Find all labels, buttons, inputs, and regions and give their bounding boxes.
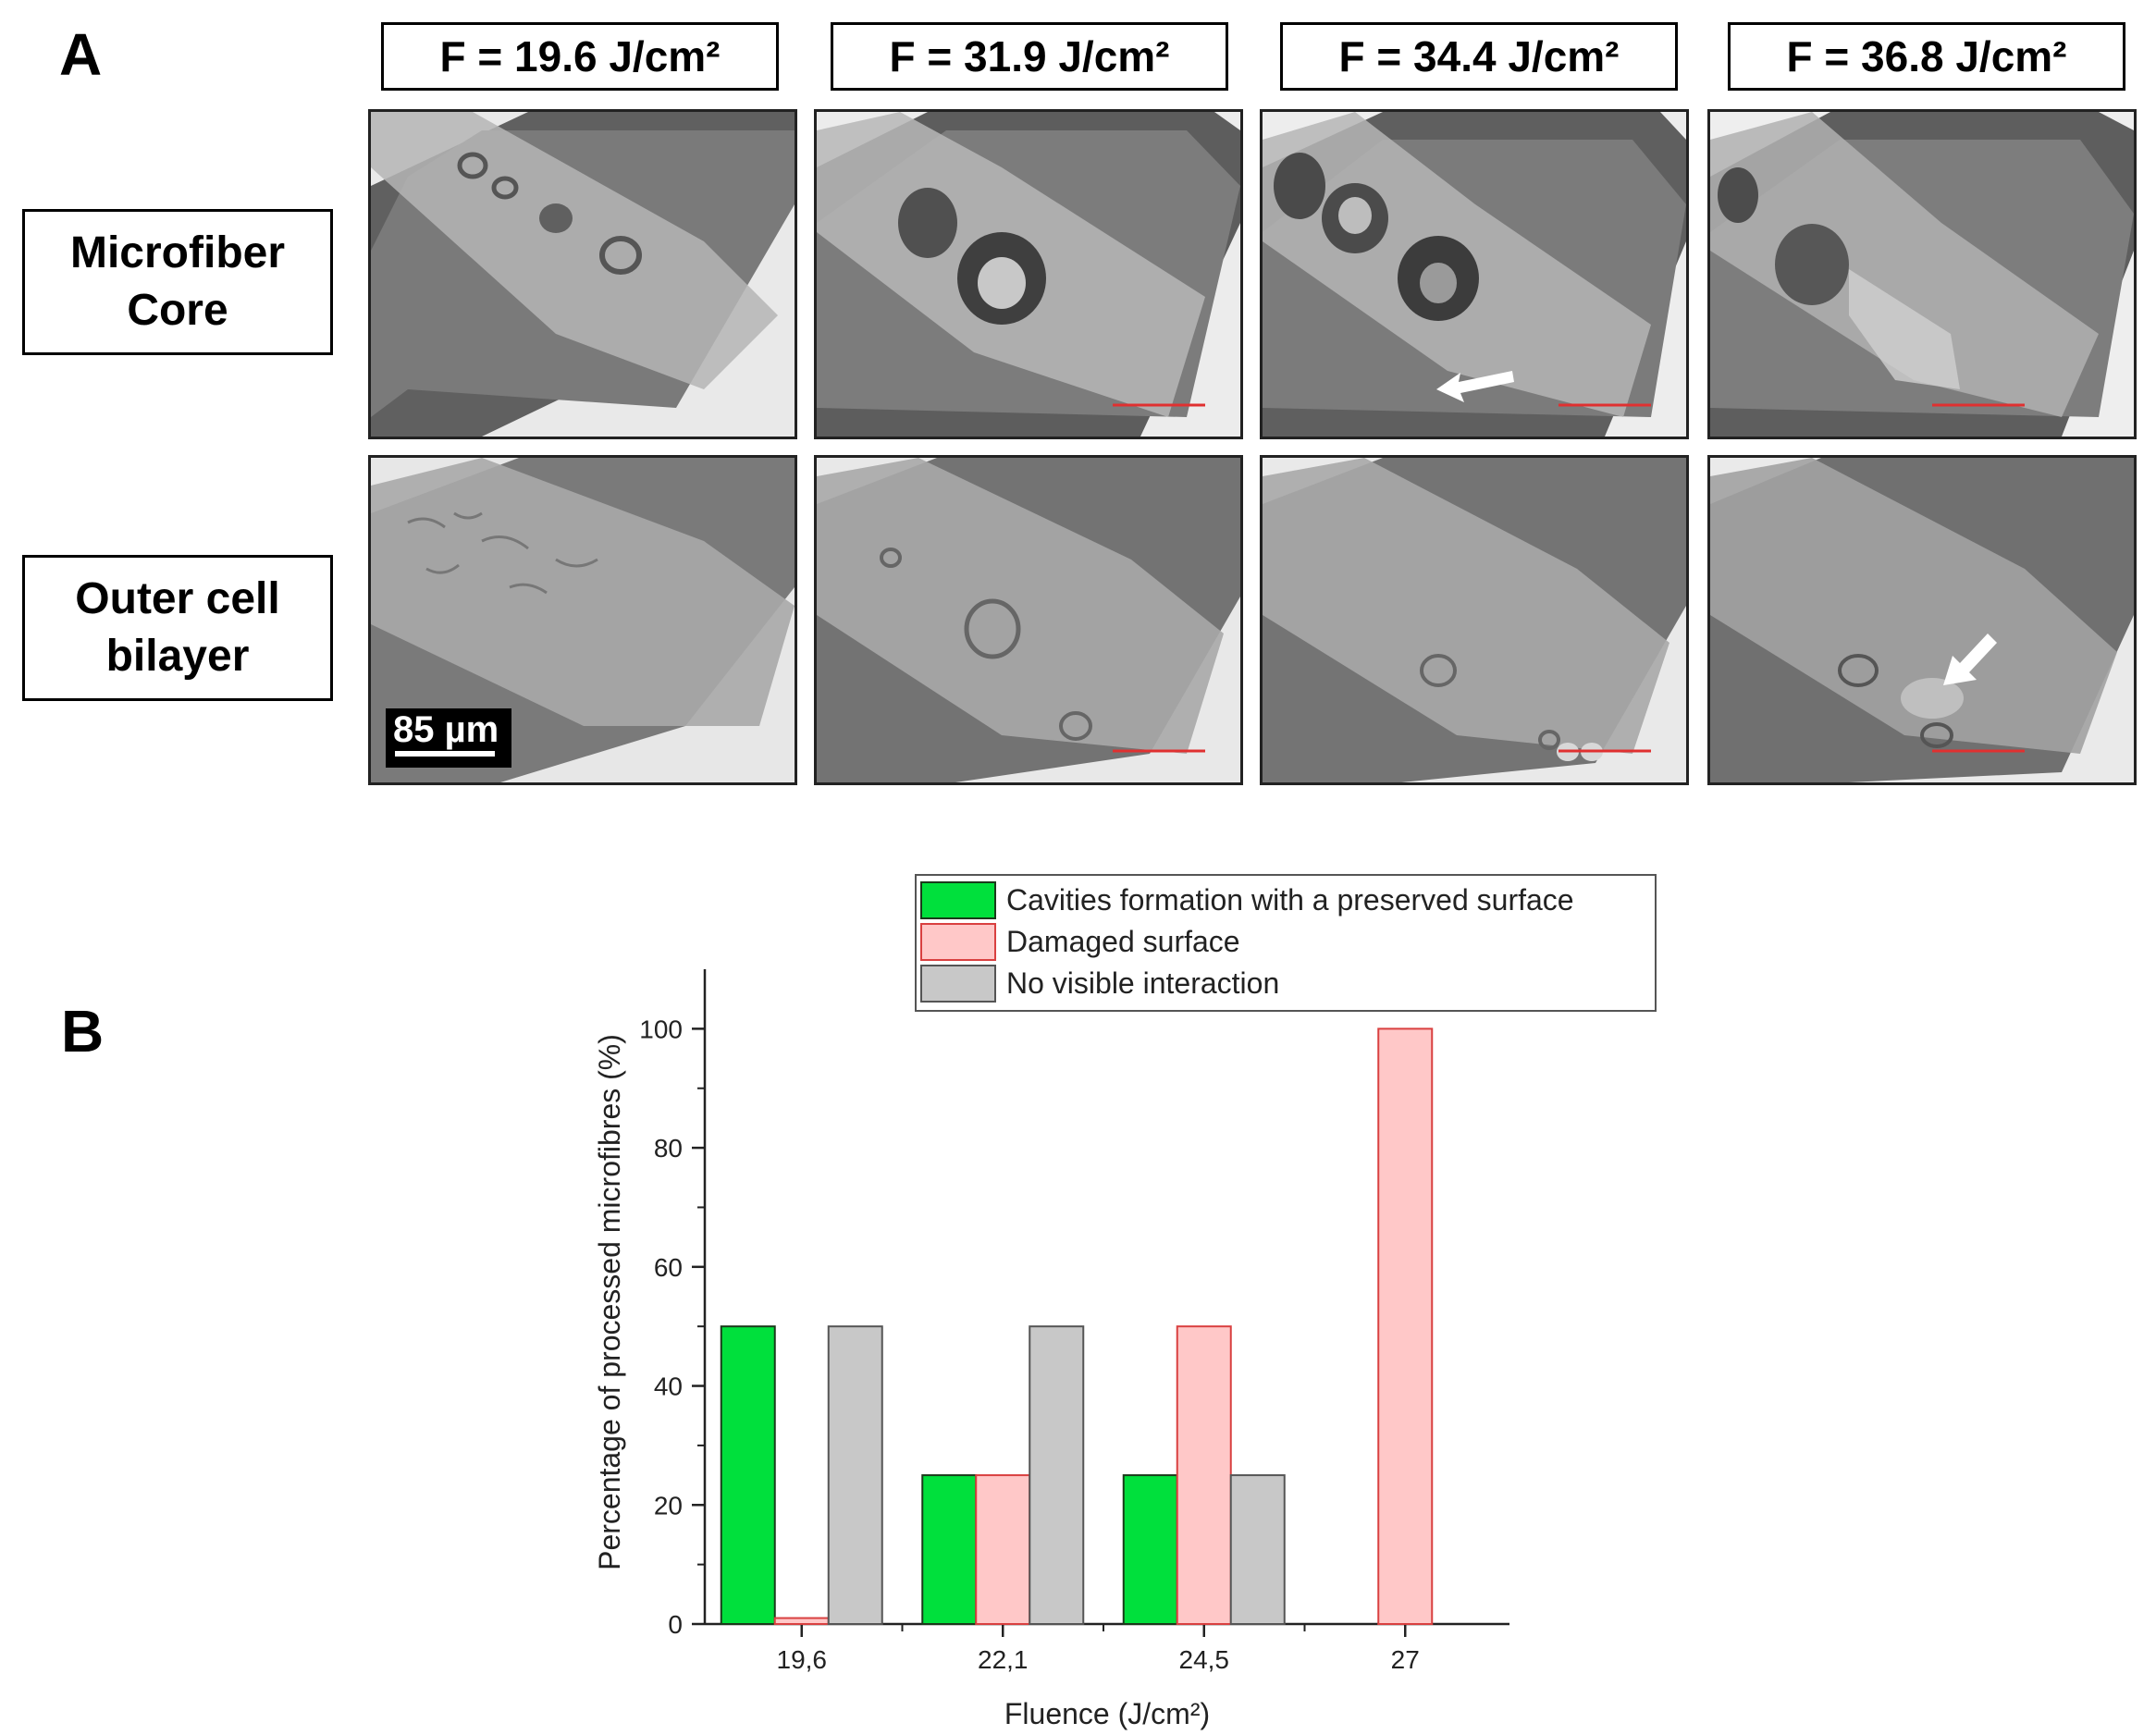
y-axis-label: Percentage of processed microfibres (%) (593, 1034, 626, 1570)
x-tick-label: 24,5 (1179, 1645, 1230, 1674)
micrograph-bilayer-1: 85 µm (368, 455, 797, 785)
micrograph-core-2 (814, 109, 1243, 439)
legend: Cavities formation with a preserved surf… (915, 874, 1657, 1012)
row-label-microfiber-core: Microfiber Core (22, 209, 333, 355)
y-tick-label: 100 (639, 1015, 683, 1043)
row-label-line: Outer cell (75, 574, 280, 623)
row-label-line: Microfiber (69, 228, 286, 277)
y-tick-label: 60 (654, 1253, 683, 1282)
arrow-icon (1943, 634, 1997, 685)
micrograph-bilayer-2 (814, 455, 1243, 785)
bar-1-1 (720, 1325, 776, 1625)
y-tick-label: 80 (654, 1134, 683, 1163)
x-tick-label: 19,6 (777, 1645, 828, 1674)
bar-2-3 (1176, 1325, 1232, 1625)
x-tick-label: 27 (1391, 1645, 1420, 1674)
micrograph-bilayer-4 (1707, 455, 2137, 785)
micrograph-bilayer-3 (1260, 455, 1689, 785)
row-label-line: Core (127, 286, 228, 335)
legend-entry: No visible interaction (1006, 966, 1279, 1000)
x-tick-label: 22,1 (978, 1645, 1029, 1674)
bar-3-3 (1229, 1474, 1286, 1626)
bar-3-2 (1029, 1325, 1085, 1625)
bar-1-2 (921, 1474, 978, 1626)
micrograph-core-4 (1707, 109, 2137, 439)
y-tick-label: 0 (668, 1610, 683, 1639)
legend-entry: Cavities formation with a preserved surf… (1006, 883, 1574, 917)
micrograph-core-3 (1260, 109, 1689, 439)
column-label-fluence-3: F = 34.4 J/cm² (1280, 22, 1678, 91)
legend-swatch (920, 881, 996, 919)
legend-entry: Damaged surface (1006, 925, 1240, 958)
column-label-fluence-1: F = 19.6 J/cm² (381, 22, 779, 91)
panel-b-letter: B (61, 998, 105, 1064)
legend-box (915, 874, 1657, 1012)
y-tick-label: 40 (654, 1372, 683, 1401)
scale-bar-label: 85 µm (393, 709, 499, 750)
scale-bar: 85 µm (386, 708, 511, 768)
chart-bars (720, 1027, 1434, 1626)
row-label-line: bilayer (105, 632, 250, 681)
bar-2-2 (975, 1474, 1031, 1626)
bar-3-1 (827, 1325, 883, 1625)
bar-2-1 (773, 1617, 830, 1625)
row-label-outer-cell-bilayer: Outer cell bilayer (22, 555, 333, 701)
panel-a-letter: A (59, 21, 103, 88)
column-label-fluence-4: F = 36.8 J/cm² (1728, 22, 2125, 91)
y-tick-label: 20 (654, 1491, 683, 1520)
bar-1-3 (1122, 1474, 1178, 1626)
column-label-fluence-2: F = 31.9 J/cm² (831, 22, 1228, 91)
bar-2-4 (1377, 1027, 1434, 1625)
x-axis-label: Fluence (J/cm²) (1004, 1697, 1210, 1730)
micrograph-core-1 (368, 109, 797, 439)
legend-swatch (920, 923, 996, 961)
legend-swatch (920, 965, 996, 1003)
scale-bar-line (395, 751, 495, 757)
arrow-icon (1436, 371, 1514, 402)
